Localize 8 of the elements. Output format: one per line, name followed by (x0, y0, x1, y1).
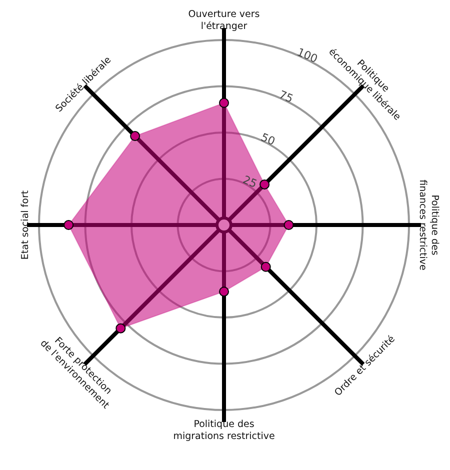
y-tick-label: 50 (258, 130, 277, 148)
spoke-label: Politique des migrations restrictive (173, 419, 275, 442)
spoke-label: Etat social fort (20, 190, 31, 260)
y-tick-label: 75 (277, 88, 296, 106)
y-tick-label: 25 (240, 173, 259, 191)
spoke-label: Politique des finances restrictive (417, 180, 440, 271)
y-tick-label: 100 (295, 46, 320, 66)
spoke-label: Ouverture vers l'étranger (188, 9, 260, 32)
